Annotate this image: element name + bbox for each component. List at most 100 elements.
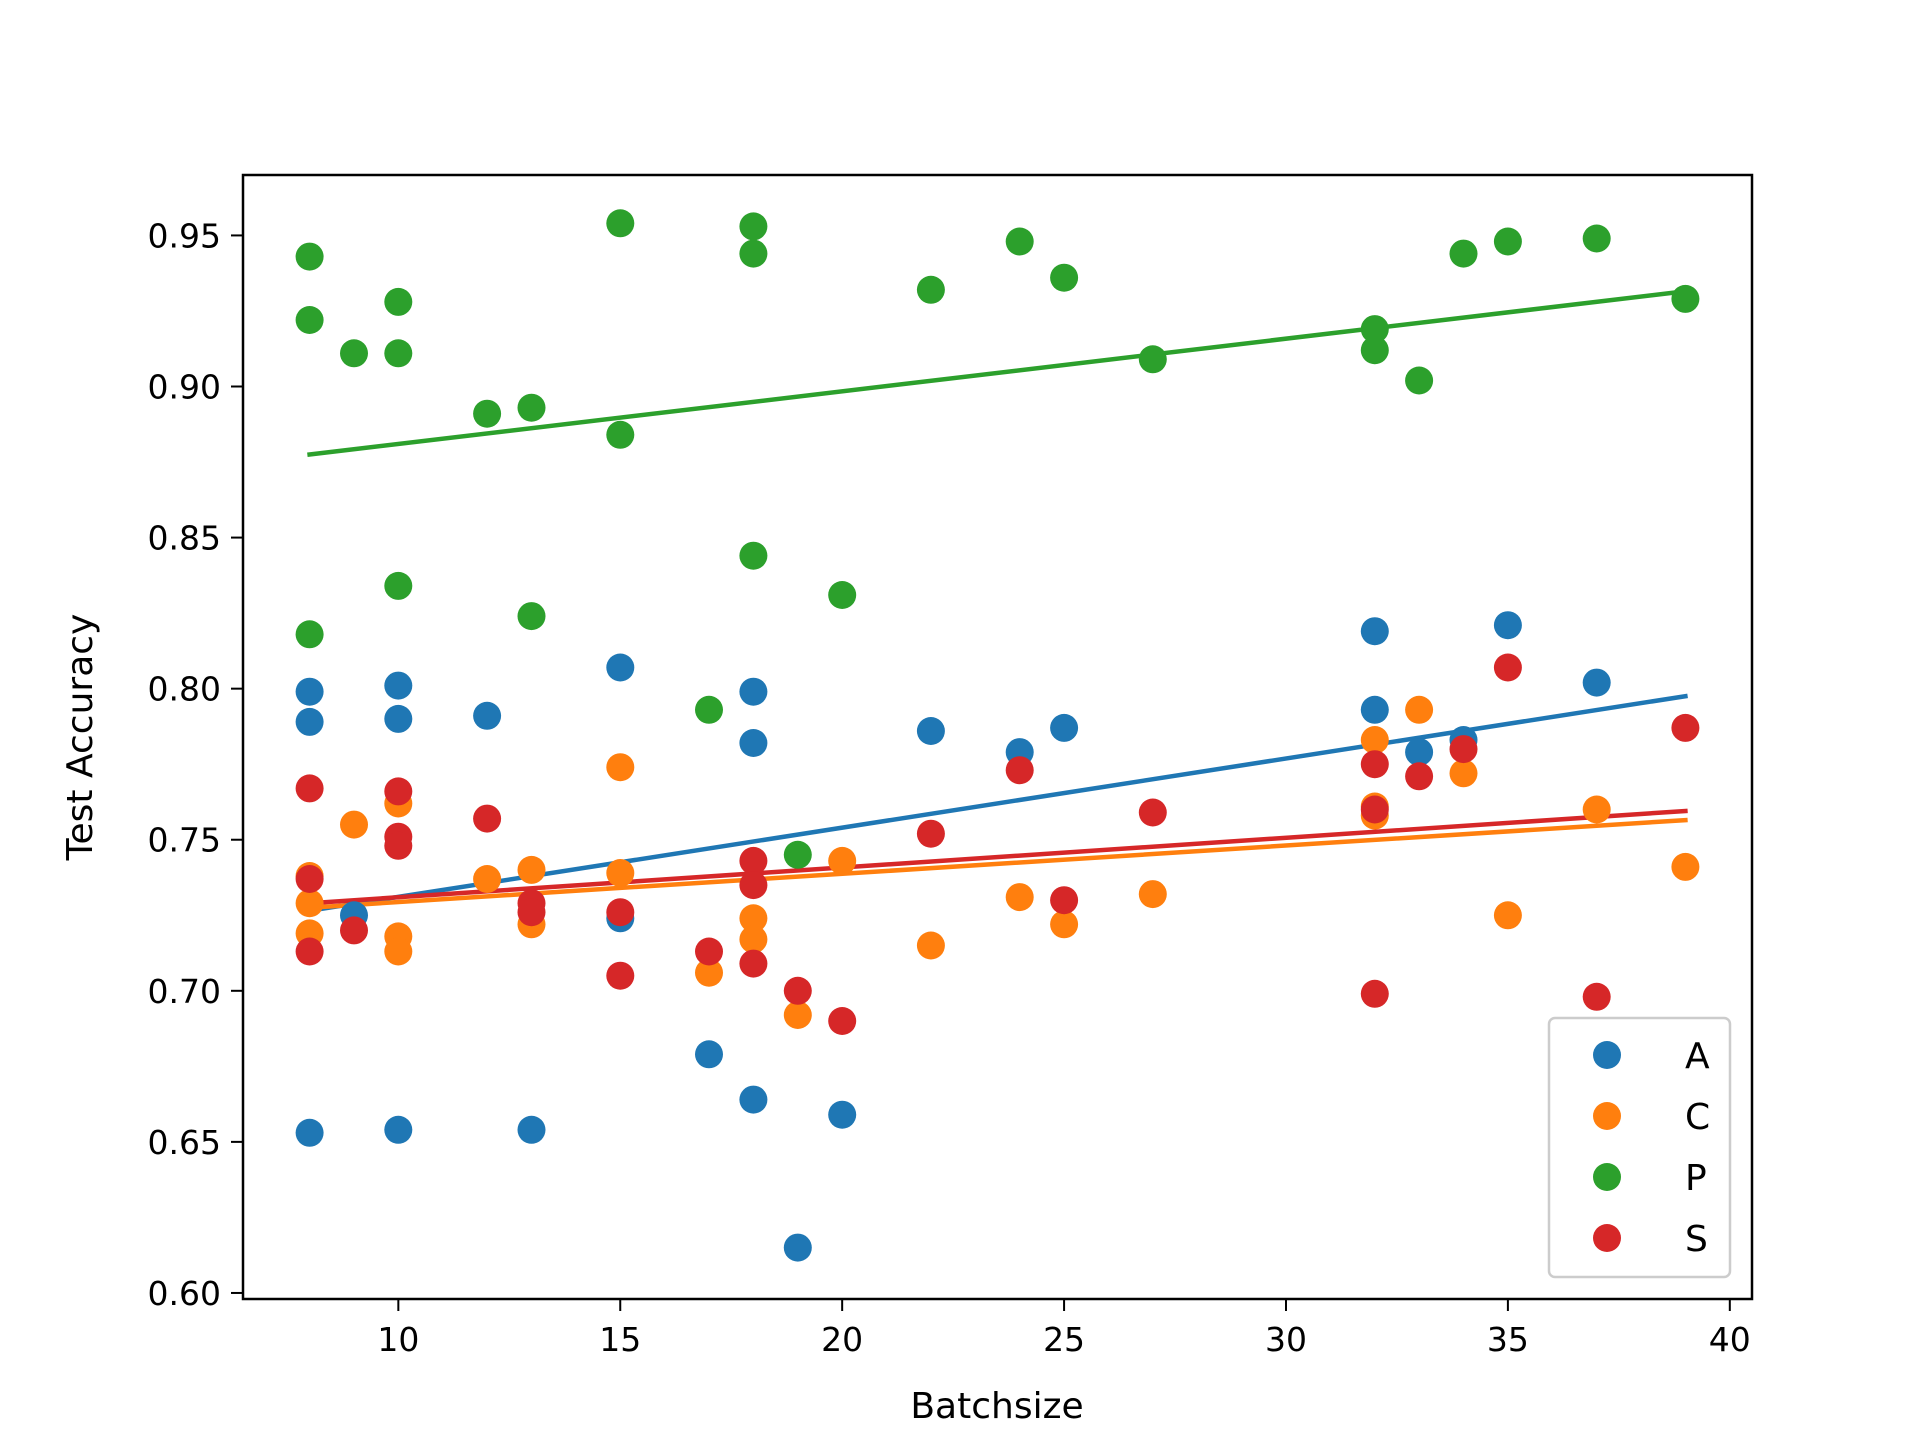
x-tick-label-20: 20 bbox=[821, 1320, 863, 1359]
point-p-16 bbox=[783, 840, 812, 869]
point-s-25 bbox=[1405, 762, 1434, 791]
point-c-28 bbox=[1671, 852, 1700, 881]
y-tick-label-0: 0.60 bbox=[148, 1274, 221, 1313]
point-s-22 bbox=[1360, 750, 1389, 779]
point-c-12 bbox=[695, 958, 723, 987]
point-a-1 bbox=[295, 707, 324, 736]
point-p-9 bbox=[517, 602, 546, 631]
point-p-19 bbox=[1005, 227, 1034, 256]
point-s-27 bbox=[1493, 653, 1522, 682]
point-c-21 bbox=[1360, 726, 1389, 754]
legend-marker-a bbox=[1593, 1041, 1621, 1069]
point-c-1 bbox=[295, 889, 324, 918]
y-tick-label-6: 0.90 bbox=[148, 368, 221, 407]
point-c-15 bbox=[783, 1001, 812, 1029]
point-a-24 bbox=[1493, 611, 1522, 640]
point-s-19 bbox=[1005, 756, 1034, 785]
point-c-7 bbox=[473, 865, 502, 893]
point-a-11 bbox=[695, 1040, 723, 1069]
point-p-20 bbox=[1050, 263, 1079, 292]
point-p-8 bbox=[517, 393, 546, 422]
x-tick-label-15: 15 bbox=[599, 1320, 641, 1359]
point-p-28 bbox=[1671, 284, 1700, 313]
trend-lines bbox=[307, 288, 1688, 914]
point-c-11 bbox=[606, 859, 635, 887]
trend-line-a bbox=[307, 693, 1688, 914]
point-a-2 bbox=[295, 1118, 324, 1147]
point-a-6 bbox=[384, 1115, 413, 1144]
point-a-9 bbox=[606, 653, 635, 682]
legend-marker-s bbox=[1593, 1224, 1621, 1252]
point-a-8 bbox=[517, 1115, 546, 1144]
point-s-18 bbox=[916, 819, 945, 848]
point-p-27 bbox=[1582, 224, 1611, 253]
point-c-25 bbox=[1449, 759, 1478, 788]
point-c-18 bbox=[1005, 883, 1034, 912]
point-s-20 bbox=[1050, 886, 1079, 915]
point-c-10 bbox=[606, 753, 635, 782]
legend-label-s: S bbox=[1685, 1219, 1708, 1260]
point-a-12 bbox=[739, 677, 768, 706]
point-p-21 bbox=[1138, 345, 1167, 374]
point-p-5 bbox=[384, 339, 413, 368]
point-p-18 bbox=[916, 275, 945, 304]
point-a-25 bbox=[1582, 668, 1611, 697]
point-a-7 bbox=[473, 701, 502, 730]
point-p-22 bbox=[1360, 315, 1389, 344]
point-c-16 bbox=[828, 846, 857, 875]
point-p-6 bbox=[384, 571, 413, 600]
legend-label-p: P bbox=[1685, 1158, 1707, 1199]
point-s-21 bbox=[1138, 798, 1167, 827]
point-p-17 bbox=[828, 581, 857, 609]
point-p-10 bbox=[606, 209, 635, 238]
point-p-15 bbox=[739, 541, 768, 570]
point-s-4 bbox=[384, 777, 413, 806]
point-c-26 bbox=[1493, 901, 1522, 930]
point-a-20 bbox=[1360, 617, 1389, 646]
point-c-6 bbox=[384, 937, 413, 966]
point-c-14 bbox=[739, 925, 768, 954]
point-s-0 bbox=[295, 774, 324, 803]
point-p-23 bbox=[1360, 336, 1389, 365]
point-s-24 bbox=[1360, 979, 1389, 1008]
point-c-24 bbox=[1405, 695, 1434, 724]
point-c-17 bbox=[916, 931, 945, 960]
point-s-14 bbox=[739, 871, 768, 900]
point-p-7 bbox=[473, 399, 502, 428]
point-s-10 bbox=[606, 898, 635, 927]
point-p-24 bbox=[1405, 366, 1434, 395]
point-a-5 bbox=[384, 704, 413, 733]
point-s-15 bbox=[739, 949, 768, 978]
x-tick-label-25: 25 bbox=[1043, 1320, 1085, 1359]
x-axis-label: Batchsize bbox=[910, 1386, 1083, 1427]
point-c-20 bbox=[1138, 880, 1167, 909]
point-c-3 bbox=[340, 810, 368, 839]
point-p-2 bbox=[295, 620, 324, 649]
point-a-0 bbox=[295, 677, 324, 706]
point-s-1 bbox=[295, 865, 324, 893]
data-points bbox=[295, 209, 1700, 1262]
point-p-3 bbox=[340, 339, 368, 368]
point-c-19 bbox=[1050, 910, 1079, 939]
point-s-12 bbox=[695, 937, 723, 966]
point-a-15 bbox=[783, 1233, 812, 1262]
point-s-17 bbox=[828, 1007, 857, 1035]
point-a-22 bbox=[1405, 738, 1434, 767]
x-tick-label-40: 40 bbox=[1709, 1320, 1751, 1359]
legend-box bbox=[1547, 1016, 1732, 1279]
point-a-17 bbox=[916, 717, 945, 745]
point-s-28 bbox=[1582, 982, 1611, 1011]
legend-label-c: C bbox=[1685, 1097, 1710, 1138]
point-s-7 bbox=[473, 804, 502, 833]
x-tick-label-30: 30 bbox=[1265, 1320, 1307, 1359]
point-a-14 bbox=[739, 1085, 768, 1114]
point-s-6 bbox=[384, 831, 413, 860]
point-a-19 bbox=[1050, 713, 1079, 742]
point-s-9 bbox=[517, 898, 546, 927]
point-p-4 bbox=[384, 287, 413, 316]
point-c-27 bbox=[1582, 795, 1611, 824]
point-a-21 bbox=[1360, 695, 1389, 724]
